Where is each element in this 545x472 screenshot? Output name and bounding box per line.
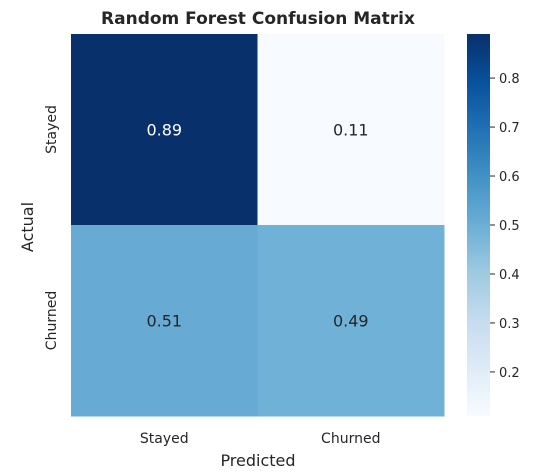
colorbar-tick-label: 0.8	[499, 72, 520, 87]
colorbar-tick-label: 0.2	[499, 366, 520, 381]
colorbar-tick-label: 0.5	[499, 219, 520, 234]
y-tick-label: Stayed	[44, 105, 60, 154]
y-axis-label: Actual	[18, 202, 37, 252]
heatmap-cell-labels: 0.89 0.11 0.51 0.49	[146, 121, 368, 331]
x-axis-ticks: Stayed Churned	[140, 431, 381, 447]
colorbar-ticks: 0.2 0.3 0.4 0.5 0.6 0.7 0.8	[490, 72, 520, 381]
y-axis-ticks: Stayed Churned	[44, 105, 60, 350]
chart-title: Random Forest Confusion Matrix	[101, 9, 415, 29]
heatmap-cell	[71, 225, 258, 417]
colorbar-tick-label: 0.3	[499, 317, 520, 332]
heatmap-cell	[257, 225, 445, 417]
heatmap-cell	[257, 34, 445, 226]
x-axis-label: Predicted	[220, 451, 295, 470]
x-tick-label: Churned	[321, 431, 380, 447]
heatmap-cells	[71, 34, 445, 417]
cell-value-label: 0.89	[146, 121, 182, 140]
colorbar	[467, 34, 490, 416]
y-tick-label: Churned	[44, 291, 60, 350]
cell-value-label: 0.51	[146, 312, 182, 331]
colorbar-tick-label: 0.6	[499, 170, 520, 185]
cell-value-label: 0.11	[333, 121, 369, 140]
cell-value-label: 0.49	[333, 312, 369, 331]
colorbar-tick-label: 0.7	[499, 121, 520, 136]
colorbar-tick-label: 0.4	[499, 268, 520, 283]
x-tick-label: Stayed	[140, 431, 189, 447]
heatmap-cell	[71, 34, 258, 226]
